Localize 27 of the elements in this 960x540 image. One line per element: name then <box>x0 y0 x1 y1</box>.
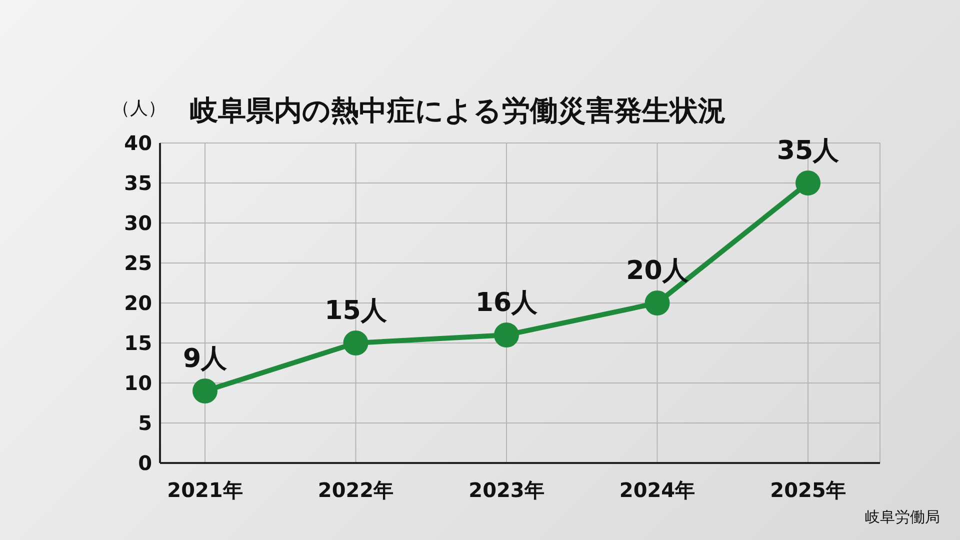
x-tick-label: 2025年 <box>770 478 846 502</box>
y-tick-label: 40 <box>124 131 152 156</box>
point <box>796 170 820 196</box>
y-tick-label: 10 <box>124 371 152 396</box>
y-tick-label: 25 <box>124 251 152 276</box>
y-tick-label: 20 <box>124 291 152 316</box>
y-tick-label: 30 <box>124 211 152 236</box>
chart-title: 岐阜県内の熱中症による労働災害発生状況 <box>190 93 726 129</box>
x-tick-label: 2022年 <box>318 478 394 502</box>
x-tick-label: 2024年 <box>619 478 696 502</box>
data-label: 35人 <box>776 136 840 166</box>
point <box>192 378 218 404</box>
data-label: 20人 <box>626 256 690 286</box>
y-tick-label: 35 <box>124 171 152 196</box>
data-label: 9人 <box>182 344 228 374</box>
point <box>644 290 670 316</box>
x-tick-label: 2023年 <box>468 478 544 502</box>
point <box>343 330 368 356</box>
y-tick-label: 15 <box>124 331 152 356</box>
point <box>494 322 519 348</box>
y-axis-title: （人） <box>112 97 166 120</box>
data-label: 15人 <box>324 296 388 326</box>
data-label: 16人 <box>475 288 539 318</box>
x-tick-label: 2021年 <box>167 478 243 502</box>
y-tick-label: 5 <box>138 411 152 436</box>
y-tick-label: 0 <box>138 451 152 476</box>
text: 岐阜労働局 <box>865 508 940 527</box>
